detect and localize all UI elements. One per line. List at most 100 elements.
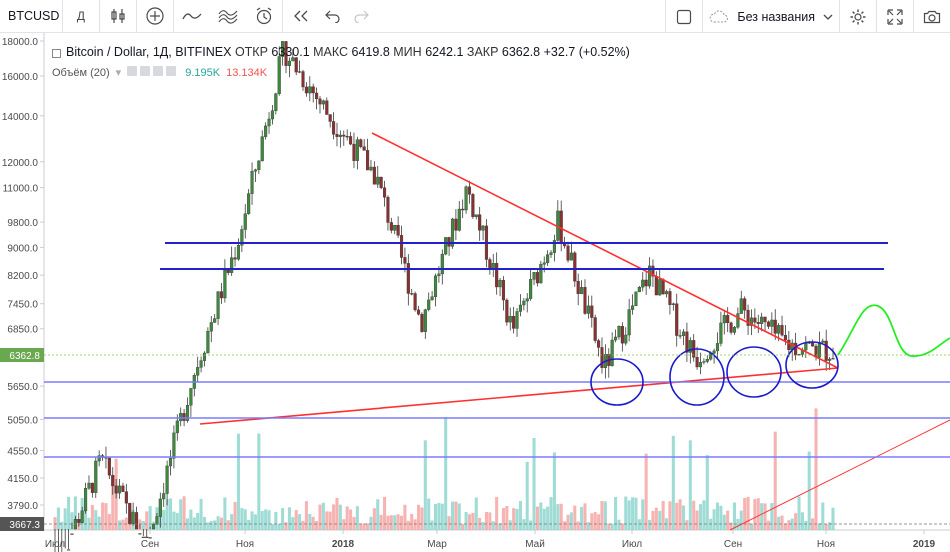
candle-body (213, 318, 217, 323)
volume-bar (240, 508, 244, 530)
volume-chevron-icon[interactable]: ▾ (115, 67, 122, 79)
candle-body (182, 413, 186, 421)
volume-bar (247, 520, 251, 530)
candle-body (515, 311, 519, 329)
chart-style-button[interactable] (100, 0, 136, 33)
redo-button[interactable] (347, 0, 375, 33)
undo-button[interactable] (319, 0, 347, 33)
volume-bar (712, 509, 716, 530)
volume-bar (349, 509, 353, 530)
fullscreen-button[interactable] (877, 0, 913, 33)
volume-bar (732, 502, 737, 530)
replay-button[interactable] (283, 0, 319, 33)
price-chart[interactable]: 18000.0 16000.0 14000.0 12000.0 11000.0 9800.… (0, 33, 950, 552)
candle-body (590, 305, 594, 318)
candle-body (447, 237, 451, 247)
strategy-button[interactable] (210, 0, 246, 33)
candle-body (189, 388, 193, 406)
volume-bar (274, 511, 278, 530)
candle-body (399, 235, 404, 258)
volume-bar (736, 518, 740, 530)
chart-area[interactable]: 18000.0 16000.0 14000.0 12000.0 11000.0 9800.… (0, 33, 950, 552)
candle-body (430, 296, 434, 301)
candle-body (352, 143, 356, 161)
candle-body (624, 334, 628, 344)
candle-body (773, 319, 777, 334)
volume-bar (800, 512, 804, 530)
volume-bar (535, 506, 539, 530)
y-tick-label: 16000.0 (2, 72, 39, 83)
interval-button[interactable]: Д (63, 0, 99, 33)
volume-bar (726, 510, 730, 530)
candle-body (532, 272, 536, 280)
layout-name-menu[interactable]: Без названия (703, 0, 839, 33)
x-tick-label: Сен (724, 539, 742, 550)
candle-body (552, 240, 556, 253)
volume-bar (692, 500, 696, 530)
snapshot-button[interactable] (914, 0, 950, 33)
candle-body (576, 280, 580, 294)
x-tick-label: Сен (141, 539, 159, 550)
compare-button[interactable] (137, 0, 173, 33)
candle-body (128, 502, 132, 525)
volume-bar (107, 513, 111, 530)
volume-bar (569, 512, 573, 530)
drawings[interactable] (44, 132, 950, 531)
candle-body (661, 279, 665, 295)
settings-button[interactable] (840, 0, 876, 33)
volume-bar (321, 502, 325, 530)
volume-bar (352, 517, 356, 530)
y-tick-label: 12000.0 (2, 158, 39, 169)
close-icon[interactable] (166, 66, 177, 76)
volume-bar (702, 500, 706, 530)
candle-body (138, 533, 142, 535)
gear-icon[interactable] (140, 66, 151, 76)
close-label: ЗАКР (466, 45, 499, 59)
volume-bar (311, 516, 315, 530)
indicators-button[interactable] (174, 0, 210, 33)
chevron-down-icon (823, 14, 833, 20)
y-tick-label: 5650.0 (7, 382, 38, 393)
copy-icon[interactable] (153, 66, 164, 76)
volume-bar (406, 520, 410, 530)
volume-bar (675, 502, 679, 530)
volume-bar (580, 506, 584, 530)
symbol-search[interactable]: BTCUSD (0, 0, 62, 33)
candle-body (573, 252, 577, 282)
volume-bar (121, 519, 125, 530)
candle-body (814, 345, 818, 358)
highlight-circle (785, 341, 839, 389)
candle-body (117, 485, 122, 494)
divider (876, 0, 877, 33)
collapse-legend-icon[interactable] (52, 49, 61, 58)
candle-body (719, 322, 723, 344)
volume-controls[interactable] (127, 66, 179, 79)
candle-body (250, 171, 254, 194)
volume-bar (698, 504, 703, 530)
volume-bar (328, 511, 332, 530)
long-trendline (729, 419, 950, 531)
layout-button[interactable] (666, 0, 702, 33)
candle-body (600, 347, 604, 368)
volume-bar (182, 496, 186, 530)
volume-bar (501, 508, 505, 530)
candle-body (277, 56, 281, 94)
highlight-circle (590, 358, 644, 406)
volume-bar (294, 510, 298, 530)
candle-body (535, 272, 539, 284)
candle-body (586, 305, 590, 314)
volume-value-2: 13.134K (226, 66, 268, 79)
candle-body (379, 176, 383, 188)
candle-body (454, 218, 458, 231)
volume-bar (335, 497, 339, 530)
candle-body (433, 275, 438, 297)
volume-bar (715, 502, 720, 530)
candle-body (753, 317, 757, 323)
eye-icon[interactable] (127, 66, 138, 76)
alert-button[interactable] (246, 0, 282, 33)
volume-bar (763, 503, 767, 530)
candle-body (539, 264, 543, 284)
volume-bar (495, 496, 499, 530)
candle-body (216, 291, 220, 319)
volume-bar (532, 438, 536, 530)
